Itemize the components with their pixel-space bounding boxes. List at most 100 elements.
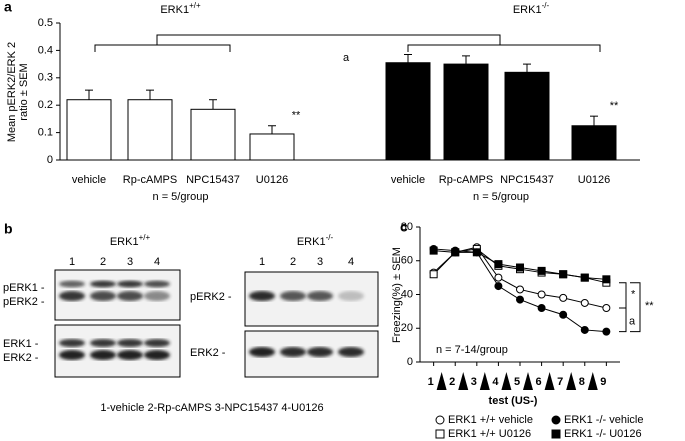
band <box>90 291 116 301</box>
band <box>117 350 143 360</box>
legend-label: ERK1 -/- U0126 <box>564 428 642 440</box>
significance: ** <box>610 100 619 112</box>
y-axis-label: Mean pERK2/ERK 2 <box>6 42 18 142</box>
annotation: * <box>631 288 636 300</box>
band-label: ERK1 - <box>3 338 39 350</box>
x-tick-label: vehicle <box>72 174 106 186</box>
x-tick-label: U0126 <box>256 174 288 186</box>
lane-label: 3 <box>127 256 133 268</box>
x-tick-label: 3 <box>471 376 477 388</box>
x-tick-label: 7 <box>557 376 563 388</box>
us-arrow <box>479 372 490 390</box>
band <box>144 350 170 360</box>
band <box>59 280 85 288</box>
band <box>280 347 306 357</box>
marker <box>580 273 589 282</box>
band <box>117 339 143 347</box>
marker <box>559 293 568 302</box>
y-tick-label: 0.3 <box>38 72 53 84</box>
superscript: +/+ <box>189 1 201 10</box>
marker <box>516 285 524 294</box>
x-tick-label: NPC15437 <box>500 174 554 186</box>
y-tick-label: 40 <box>401 288 413 300</box>
bracket <box>94 44 231 52</box>
group-label: ERK1+/+ <box>160 1 201 16</box>
bracket <box>156 34 501 45</box>
us-arrow <box>436 372 447 390</box>
marker <box>580 298 589 307</box>
band <box>144 339 170 347</box>
lane-label: 4 <box>348 256 354 268</box>
band-label: pERK1 - <box>3 282 45 294</box>
marker <box>559 310 568 319</box>
legend-marker <box>551 429 561 439</box>
band <box>59 339 85 347</box>
bar <box>127 99 173 161</box>
band <box>117 280 143 288</box>
y-axis-label: ratio ± SEM <box>18 63 30 120</box>
bracket <box>407 44 601 52</box>
bar <box>571 125 617 161</box>
band-label: ERK2 - <box>190 347 226 359</box>
y-tick-label: 0 <box>407 356 413 368</box>
superscript: +/+ <box>139 233 151 242</box>
panel-label: b <box>4 221 13 237</box>
legend-marker <box>435 429 445 439</box>
n-label: n = 5/group <box>473 191 529 203</box>
y-tick-label: 0 <box>47 154 53 166</box>
significance: ** <box>292 110 301 122</box>
x-tick-label: NPC15437 <box>186 174 240 186</box>
superscript: -/- <box>542 1 550 10</box>
y-tick-label: 0.4 <box>38 44 53 56</box>
label: ERK1 <box>110 236 139 248</box>
marker <box>537 266 546 275</box>
lane-label: 2 <box>290 256 296 268</box>
band <box>90 350 116 360</box>
x-tick-label: 6 <box>536 376 542 388</box>
marker <box>472 248 481 257</box>
legend-marker <box>551 415 561 425</box>
band <box>249 347 275 357</box>
legend-marker <box>435 415 445 425</box>
lane-label: 1 <box>259 256 265 268</box>
us-arrow <box>501 372 512 390</box>
x-tick-label: 2 <box>449 376 455 388</box>
y-tick-label: 0.5 <box>38 17 53 29</box>
bar <box>249 133 295 161</box>
bracket <box>619 282 627 309</box>
band-label: ERK2 - <box>3 352 39 364</box>
bar <box>385 62 431 161</box>
us-arrow <box>458 372 469 390</box>
marker <box>602 304 611 312</box>
group-label: ERK1-/- <box>297 233 334 248</box>
legend-label: ERK1 +/+ U0126 <box>448 428 531 440</box>
x-tick-label: 1 <box>428 376 434 388</box>
band <box>338 347 364 357</box>
marker <box>494 260 503 269</box>
band <box>90 280 116 288</box>
legend-label: ERK1 +/+ vehicle <box>448 414 533 426</box>
blot-legend: 1-vehicle 2-Rp-cAMPS 3-NPC15437 4-U0126 <box>100 402 323 414</box>
band <box>59 350 85 360</box>
panel-label: c <box>400 219 408 235</box>
y-tick-label: 0.2 <box>38 99 53 111</box>
x-axis-label: test (US-) <box>489 395 538 407</box>
n-label: n = 5/group <box>153 191 209 203</box>
y-axis-label: Freezing(%) ± SEM <box>391 247 403 343</box>
panel-label: a <box>4 0 12 15</box>
marker <box>516 263 524 272</box>
lane-label: 1 <box>69 256 75 268</box>
x-tick-label: U0126 <box>578 174 610 186</box>
lane-label: 2 <box>100 256 106 268</box>
y-tick-label: 20 <box>401 322 413 334</box>
group-label: ERK1+/+ <box>110 233 151 248</box>
band <box>144 291 170 301</box>
lane-label: 3 <box>317 256 323 268</box>
x-tick-label: 4 <box>492 376 499 388</box>
marker <box>516 295 524 304</box>
lane-label: 4 <box>154 256 160 268</box>
marker <box>494 273 503 282</box>
note: n = 7-14/group <box>436 344 508 356</box>
marker <box>494 282 503 291</box>
